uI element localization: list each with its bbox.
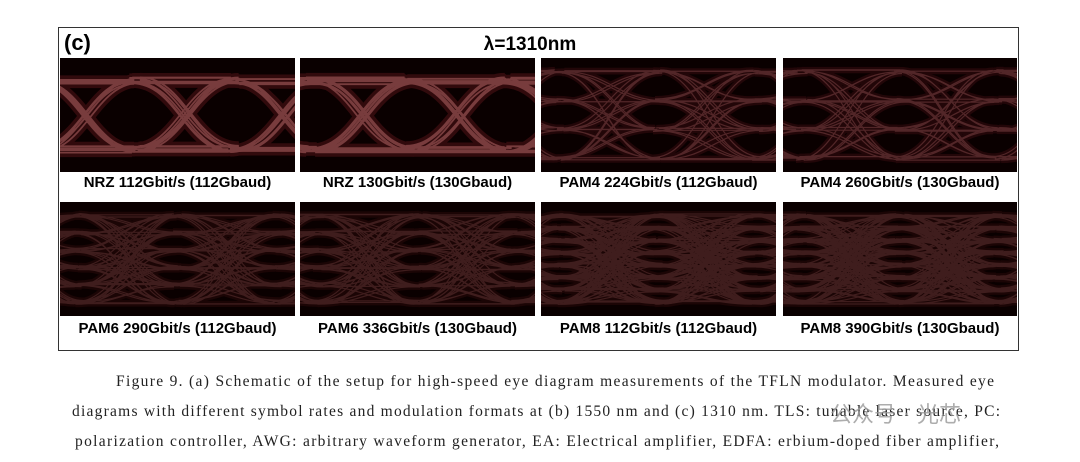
eye-traces: [60, 213, 295, 305]
eye-background: [300, 202, 535, 316]
panel-caption: PAM4 260Gbit/s (130Gbaud): [801, 174, 1000, 191]
eye-traces: [60, 76, 295, 154]
eye-traces-glow: [541, 210, 776, 308]
eye-diagram: [783, 58, 1017, 172]
eye-traces-glow: [60, 72, 295, 158]
eye-background: [783, 58, 1017, 172]
eye-diagram: [541, 58, 776, 172]
eye-background: [541, 202, 776, 316]
eye-diagram: [783, 202, 1017, 316]
eye-traces: [783, 69, 1017, 161]
eye-diagram: [541, 202, 776, 316]
eye-diagram: [60, 58, 295, 172]
eye-traces: [541, 69, 776, 161]
panel-caption: PAM4 224Gbit/s (112Gbaud): [559, 174, 757, 191]
panel-caption: NRZ 130Gbit/s (130Gbaud): [323, 174, 512, 191]
eye-traces-glow: [783, 66, 1017, 164]
panel-caption: NRZ 112Gbit/s (112Gbaud): [84, 174, 272, 191]
eye-traces: [300, 76, 535, 154]
eye-background: [60, 58, 295, 172]
caption-line: diagrams with different symbol rates and…: [72, 403, 1000, 420]
eye-traces-glow: [783, 210, 1017, 308]
caption-line: Figure 9. (a) Schematic of the setup for…: [116, 373, 994, 390]
panel-caption: PAM6 336Gbit/s (130Gbaud): [318, 320, 517, 337]
panel-caption: PAM6 290Gbit/s (112Gbaud): [78, 320, 276, 337]
caption-line: polarization controller, AWG: arbitrary …: [75, 433, 999, 450]
panel-caption: PAM8 112Gbit/s (112Gbaud): [560, 320, 757, 337]
eye-traces-glow: [541, 66, 776, 164]
watermark: 公众号 · 光芯: [830, 403, 961, 428]
eye-background: [60, 202, 295, 316]
eye-diagram: [300, 58, 535, 172]
eye-traces: [541, 213, 776, 305]
eye-diagram: [60, 202, 295, 316]
eye-diagram: [300, 202, 535, 316]
eye-diagrams: NRZ 112Gbit/s (112Gbaud) NRZ 130Gbit/s (1…: [60, 58, 1017, 337]
eye-background: [300, 58, 535, 172]
eye-traces-glow: [300, 210, 535, 308]
panel-caption: PAM8 390Gbit/s (130Gbaud): [801, 320, 1000, 337]
panel-label: (c): [64, 30, 91, 55]
eye-traces: [300, 213, 535, 305]
eye-background: [783, 202, 1017, 316]
eye-traces-glow: [300, 72, 535, 157]
panel-title: λ=1310nm: [484, 34, 576, 55]
eye-traces: [783, 213, 1017, 305]
eye-traces-glow: [60, 210, 295, 308]
eye-background: [541, 58, 776, 172]
